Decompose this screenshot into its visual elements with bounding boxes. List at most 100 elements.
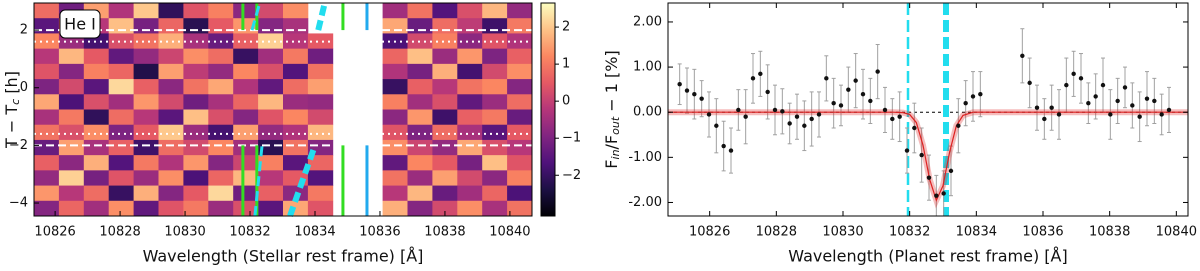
y-tick-label: −4 xyxy=(9,196,28,211)
heatmap-cell xyxy=(283,33,309,50)
heatmap-cell xyxy=(208,124,234,141)
heatmap-cell xyxy=(133,109,159,126)
heatmap-cell xyxy=(382,3,408,19)
data-point xyxy=(1144,96,1150,101)
annotation: He I xyxy=(64,15,96,34)
heatmap-cell xyxy=(58,109,85,126)
heatmap-cell xyxy=(258,63,284,80)
heatmap-cell xyxy=(133,33,159,50)
heatmap-cell xyxy=(34,170,60,186)
heatmap-cell xyxy=(283,155,309,171)
heatmap-cell xyxy=(133,200,159,217)
heatmap-cell xyxy=(58,124,85,141)
heatmap-cell xyxy=(482,170,508,186)
heatmap-cell xyxy=(307,200,334,217)
heatmap-cell xyxy=(258,200,284,217)
heatmap-cell xyxy=(233,109,259,126)
y-axis-label-part: /F xyxy=(602,135,621,150)
heatmap-cell xyxy=(407,48,433,65)
y-axis-label: T − Tc [h] xyxy=(2,71,23,149)
trajectory-line xyxy=(315,2,328,31)
x-tick-label: 10828 xyxy=(99,225,140,240)
data-point xyxy=(1137,114,1142,119)
data-point xyxy=(868,98,873,104)
data-point xyxy=(758,71,763,77)
heatmap-cell xyxy=(133,48,159,65)
x-tick-label: 10838 xyxy=(1089,225,1130,240)
heatmap-cell xyxy=(307,185,334,202)
heatmap-cell xyxy=(432,48,458,65)
heatmap-cell xyxy=(283,109,309,126)
heatmap-cell xyxy=(283,124,309,141)
heatmap-cell xyxy=(432,139,458,156)
heatmap-cell xyxy=(407,155,433,171)
heatmap-cell xyxy=(108,3,134,19)
data-point xyxy=(787,121,792,126)
heatmap-cell xyxy=(83,124,110,141)
heatmap-cell xyxy=(133,79,159,95)
heatmap-cell xyxy=(482,18,508,34)
data-point xyxy=(1122,85,1128,90)
data-point xyxy=(772,107,778,113)
heatmap-cell xyxy=(507,109,533,126)
heatmap-cell xyxy=(58,185,85,202)
heatmap-cell xyxy=(507,3,533,19)
heatmap-cell xyxy=(34,124,60,141)
x-tick-label: 10840 xyxy=(489,225,530,240)
heatmap-cell xyxy=(482,63,508,80)
y-tick-label: 0.00 xyxy=(633,105,662,120)
heatmap-cell xyxy=(457,94,483,110)
heatmap-cell xyxy=(83,48,110,65)
heatmap-cell xyxy=(407,33,433,50)
y-tick-label: -2.00 xyxy=(628,195,662,210)
data-point xyxy=(926,175,932,180)
data-point xyxy=(897,114,902,119)
data-point xyxy=(1027,80,1032,86)
heatmap-cell xyxy=(208,79,234,95)
heatmap-cell xyxy=(58,155,85,171)
heatmap-cell xyxy=(108,185,134,202)
heatmap-cell xyxy=(83,200,110,217)
heatmap-cell xyxy=(183,109,209,126)
heatmap-cell xyxy=(183,63,209,80)
heatmap-cell xyxy=(83,63,110,80)
heatmap-panel: 10826 10828 10830 10832 10834 10836 10838 10840… xyxy=(2,2,581,266)
heatmap-cell xyxy=(158,18,184,34)
heatmap-cell xyxy=(307,170,334,186)
heatmap-cell xyxy=(158,94,184,110)
data-point xyxy=(824,76,829,81)
heatmap-cell xyxy=(183,155,209,171)
heatmap-cell xyxy=(183,170,209,186)
data-point xyxy=(956,123,961,128)
heatmap-cell xyxy=(158,3,184,19)
heatmap-cell xyxy=(158,170,184,186)
heatmap-cell xyxy=(233,124,259,141)
heatmap-cell xyxy=(407,109,433,126)
y-tick-label: 0 xyxy=(20,80,28,95)
data-point xyxy=(941,191,946,196)
y-tick-label: 1.00 xyxy=(633,60,662,75)
heatmap-cell xyxy=(283,18,309,34)
heatmap-cell xyxy=(457,79,483,95)
heatmap-cell xyxy=(258,139,284,156)
y-axis-label: Fin/Fout − 1 [%] xyxy=(602,50,623,168)
heatmap-cell xyxy=(507,94,533,110)
heatmap-cell xyxy=(83,109,110,126)
heatmap-cell xyxy=(457,63,483,80)
heatmap-cell xyxy=(258,124,284,141)
data-point xyxy=(1086,100,1091,106)
annotation-box xyxy=(59,9,101,39)
data-point xyxy=(1108,112,1113,117)
heatmap-cell xyxy=(382,155,408,171)
heatmap-cell xyxy=(432,94,458,110)
heatmap-cell xyxy=(307,33,334,50)
data-point xyxy=(1152,98,1157,104)
data-point xyxy=(1064,82,1069,88)
heatmap-cell xyxy=(233,63,259,80)
heatmap-cell xyxy=(83,155,110,171)
data-point xyxy=(846,87,851,92)
heatmap-cell xyxy=(108,139,134,156)
heatmap-cell xyxy=(482,33,508,50)
heatmap-cell xyxy=(34,48,60,65)
heatmap-cell xyxy=(34,139,60,156)
